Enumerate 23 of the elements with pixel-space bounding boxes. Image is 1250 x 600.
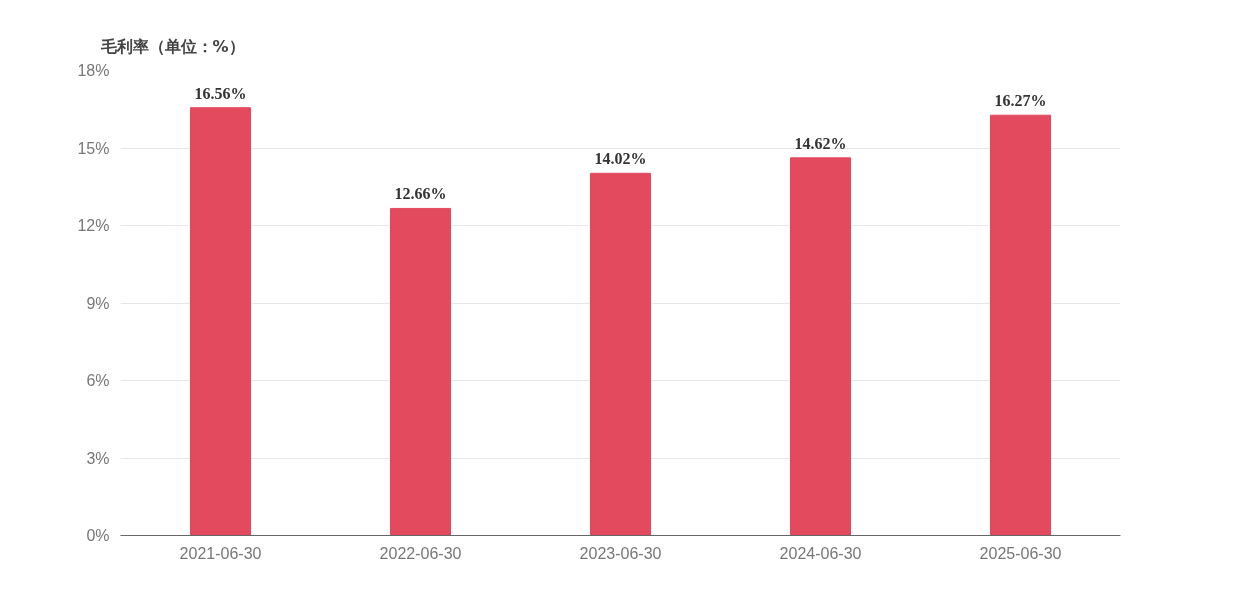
bar (190, 107, 251, 536)
y-tick-label: 9% (86, 294, 110, 312)
data-label: 16.27% (994, 92, 1047, 110)
bar (390, 207, 451, 536)
y-tick-label: 3% (86, 449, 110, 467)
data-label: 12.66% (394, 185, 447, 203)
x-tick-label: 2023-06-30 (579, 544, 662, 562)
y-tick-label: 18% (77, 62, 110, 79)
bar (990, 114, 1051, 536)
y-tick-label: 6% (86, 372, 110, 389)
y-tick-label: 0% (86, 527, 110, 544)
x-tick-label: 2021-06-30 (179, 544, 262, 562)
chart-title: 毛利率（单位：%） (99, 36, 245, 56)
data-label: 14.62% (794, 134, 847, 152)
data-label: 16.56% (194, 84, 247, 102)
y-tick-label: 15% (77, 139, 110, 157)
x-tick-label: 2022-06-30 (379, 544, 462, 562)
bar (590, 172, 651, 536)
x-tick-label: 2025-06-30 (979, 544, 1062, 562)
data-label: 14.02% (594, 150, 647, 168)
bar (790, 157, 851, 536)
x-tick-label: 2024-06-30 (779, 544, 862, 562)
y-tick-label: 12% (77, 217, 110, 234)
